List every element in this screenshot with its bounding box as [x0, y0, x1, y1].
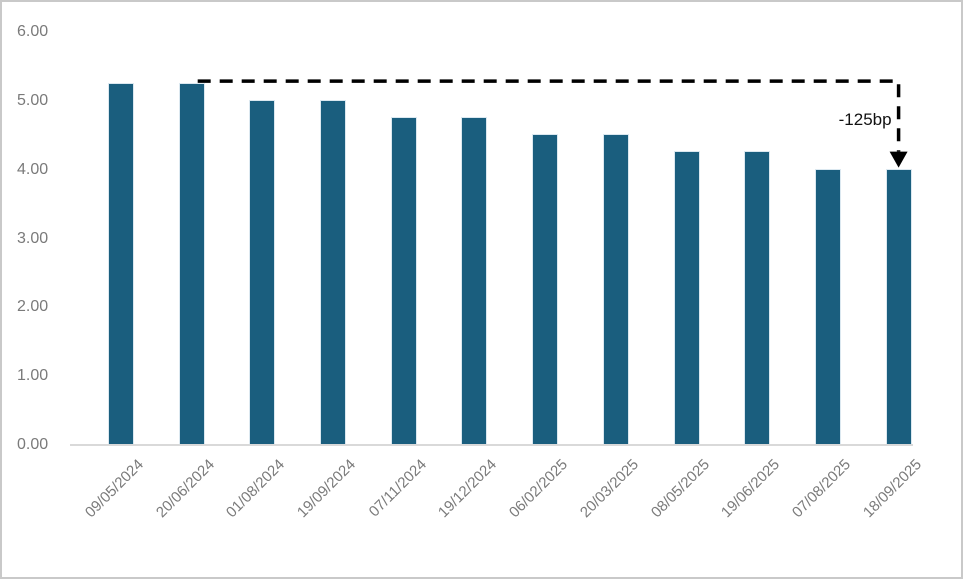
y-axis-tick-label: 4.00 — [17, 160, 49, 178]
bar — [109, 83, 133, 445]
bar — [391, 118, 416, 445]
annotation-label: -125bp — [839, 110, 892, 129]
bar — [745, 152, 770, 445]
bar — [179, 83, 204, 445]
bar — [533, 135, 558, 445]
bar — [815, 169, 840, 445]
y-axis-tick-label: 2.00 — [17, 298, 49, 316]
bar — [462, 118, 487, 445]
bar — [886, 169, 911, 445]
y-axis-tick-label: 5.00 — [17, 91, 49, 109]
bar — [674, 152, 699, 445]
y-axis-tick-label: 6.00 — [17, 23, 49, 41]
annotation-arrowhead-icon — [889, 151, 908, 168]
y-axis-tick-label: 1.00 — [17, 367, 49, 385]
y-axis-tick-label: 0.00 — [17, 436, 49, 453]
x-axis-line — [70, 444, 913, 446]
bar — [321, 100, 346, 445]
bar — [250, 100, 275, 445]
bar — [603, 135, 628, 445]
y-axis-tick-label: 3.00 — [17, 229, 49, 247]
